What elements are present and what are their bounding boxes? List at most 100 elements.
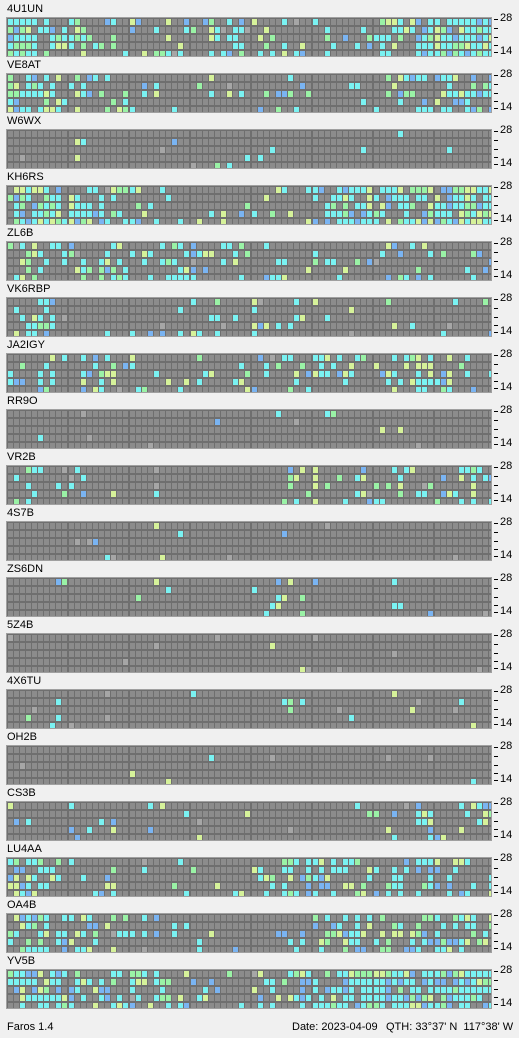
- band-cell: [288, 51, 293, 56]
- station-panel: 5Z4B 28 14: [0, 618, 519, 674]
- band-cell: [172, 155, 177, 161]
- band-cell: [178, 163, 183, 168]
- band-cell: [313, 539, 318, 545]
- band-cell: [404, 251, 409, 257]
- band-cell: [178, 387, 183, 392]
- band-cell: [319, 587, 324, 593]
- band-cell: [380, 27, 385, 33]
- band-cell: [44, 595, 49, 601]
- band-cell: [75, 643, 80, 649]
- band-cell: [306, 659, 311, 665]
- band-cell: [313, 195, 318, 201]
- band-cell: [209, 243, 214, 249]
- band-cell: [209, 75, 214, 81]
- band-cell: [56, 691, 61, 697]
- band-cell: [62, 491, 67, 497]
- band-cell: [62, 267, 67, 273]
- band-cell: [294, 467, 299, 473]
- band-cell: [276, 435, 281, 441]
- band-cell: [252, 83, 257, 89]
- band-cell: [337, 131, 342, 137]
- band-cell: [349, 579, 354, 585]
- band-cell: [154, 387, 159, 392]
- band-cell: [245, 419, 250, 425]
- band-cell: [453, 411, 458, 417]
- band-cell: [435, 139, 440, 145]
- band-cell: [8, 475, 13, 481]
- band-cell: [142, 43, 147, 49]
- band-cell: [313, 523, 318, 529]
- band-cell: [306, 523, 311, 529]
- band-cell: [300, 251, 305, 257]
- band-cell: [349, 363, 354, 369]
- band-cell: [483, 99, 488, 105]
- band-cell: [361, 203, 366, 209]
- band-cell: [477, 491, 482, 497]
- band-cell: [62, 555, 67, 560]
- band-cell: [69, 91, 74, 97]
- band-cell: [154, 531, 159, 537]
- band-cell: [38, 91, 43, 97]
- band-cell: [300, 555, 305, 560]
- band-cell: [306, 299, 311, 305]
- band-cell: [422, 547, 427, 553]
- band-cell: [270, 75, 275, 81]
- band-cell: [44, 379, 49, 385]
- band-cell: [288, 275, 293, 280]
- band-cell: [252, 267, 257, 273]
- band-cell: [367, 467, 372, 473]
- band-cell: [154, 203, 159, 209]
- scale-label-top: 28: [500, 516, 513, 528]
- band-cell: [380, 299, 385, 305]
- band-cell: [331, 195, 336, 201]
- band-cell: [105, 139, 110, 145]
- band-cell: [111, 523, 116, 529]
- band-cell: [75, 523, 80, 529]
- band-cell: [209, 467, 214, 473]
- band-cell: [477, 299, 482, 305]
- band-cell: [392, 475, 397, 481]
- band-cell: [349, 659, 354, 665]
- band-cell: [398, 155, 403, 161]
- band-cell: [471, 195, 476, 201]
- band-cell: [38, 99, 43, 105]
- band-cell: [349, 523, 354, 529]
- band-cell: [142, 35, 147, 41]
- band-cell: [258, 371, 263, 377]
- band-cell: [56, 643, 61, 649]
- band-cell: [252, 435, 257, 441]
- band-cell: [361, 443, 366, 448]
- band-cell: [227, 371, 232, 377]
- band-cell: [410, 483, 415, 489]
- band-cell: [306, 323, 311, 329]
- band-cell: [349, 211, 354, 217]
- band-cell: [191, 131, 196, 137]
- band-cell: [300, 635, 305, 641]
- band-cell: [20, 691, 25, 697]
- band-cell: [386, 467, 391, 473]
- band-cell: [221, 323, 226, 329]
- band-cell: [404, 539, 409, 545]
- band-cell: [117, 499, 122, 504]
- band-cell: [252, 51, 257, 56]
- band-cell: [294, 371, 299, 377]
- band-cell: [87, 99, 92, 105]
- band-cell: [300, 379, 305, 385]
- band-cell: [184, 531, 189, 537]
- band-cell: [227, 579, 232, 585]
- band-cell: [191, 323, 196, 329]
- band-cell: [410, 275, 415, 280]
- band-cell: [361, 419, 366, 425]
- band-cell: [325, 243, 330, 249]
- band-cell: [288, 363, 293, 369]
- band-cell: [410, 19, 415, 25]
- band-cell: [306, 667, 311, 672]
- band-cell: [105, 331, 110, 336]
- band-cell: [166, 363, 171, 369]
- band-cell: [178, 19, 183, 25]
- scale-tick: [494, 597, 498, 598]
- band-cell: [20, 315, 25, 321]
- band-cell: [166, 51, 171, 56]
- band-cell: [459, 75, 464, 81]
- band-cell: [374, 147, 379, 153]
